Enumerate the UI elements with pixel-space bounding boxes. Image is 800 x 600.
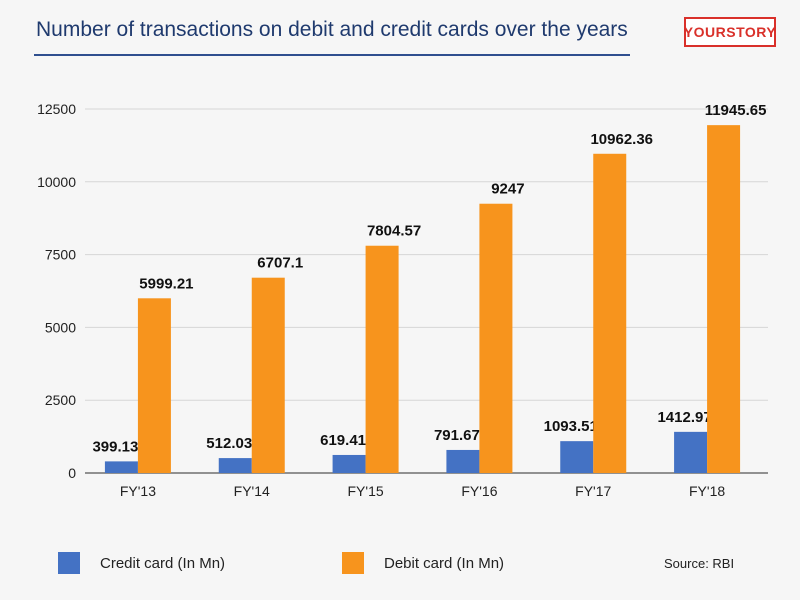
- yourstory-logo: YOURSTORY: [684, 17, 776, 47]
- debit-data-label: 5999.21: [139, 275, 193, 292]
- y-tick-label: 5000: [45, 319, 76, 335]
- x-tick-label: FY'15: [348, 483, 384, 499]
- y-tick-label: 2500: [45, 392, 76, 408]
- credit-data-label: 399.13: [92, 438, 138, 455]
- debit-bar: [251, 277, 285, 473]
- x-tick-label: FY'13: [120, 483, 156, 499]
- credit-bar: [218, 458, 252, 473]
- chart-title: Number of transactions on debit and cred…: [36, 18, 628, 41]
- x-tick-label: FY'16: [461, 483, 497, 499]
- debit-data-label: 7804.57: [367, 223, 421, 240]
- debit-data-label: 11945.65: [705, 102, 767, 119]
- debit-bar: [137, 298, 171, 473]
- title-underline: [34, 54, 630, 56]
- credit-bar: [560, 441, 594, 473]
- debit-data-label: 9247: [491, 181, 524, 198]
- debit-data-label: 10962.36: [590, 131, 653, 148]
- credit-data-label: 1093.51: [544, 418, 598, 435]
- credit-data-label: 1412.97: [657, 409, 711, 426]
- x-tick-label: FY'17: [575, 483, 611, 499]
- legend-credit-label: Credit card (In Mn): [100, 554, 226, 572]
- debit-bar: [479, 203, 513, 473]
- debit-bar: [365, 245, 399, 473]
- x-tick-label: FY'18: [689, 483, 725, 499]
- debit-data-label: 6707.1: [257, 255, 303, 272]
- credit-data-label: 512.03: [206, 435, 252, 452]
- legend-debit: Debit card (In Mn): [342, 552, 504, 574]
- credit-data-label: 619.41: [320, 432, 366, 449]
- source-note: Source: RBI: [664, 556, 735, 571]
- credit-bar: [674, 431, 708, 473]
- credit-data-label: 791.67: [434, 427, 480, 444]
- y-tick-label: 7500: [45, 247, 76, 263]
- y-tick-label: 12500: [37, 101, 76, 117]
- legend-credit-swatch: [58, 552, 80, 574]
- y-tick-label: 0: [68, 465, 76, 481]
- legend-credit: Credit card (In Mn): [58, 552, 225, 574]
- credit-bar: [104, 461, 138, 473]
- legend-debit-label: Debit card (In Mn): [384, 554, 505, 572]
- debit-bar: [707, 125, 741, 473]
- legend-debit-swatch: [342, 552, 364, 574]
- credit-bar: [446, 449, 480, 473]
- credit-bar: [332, 454, 366, 473]
- y-tick-label: 10000: [37, 174, 76, 190]
- debit-bar: [593, 153, 627, 474]
- x-tick-label: FY'14: [234, 483, 270, 499]
